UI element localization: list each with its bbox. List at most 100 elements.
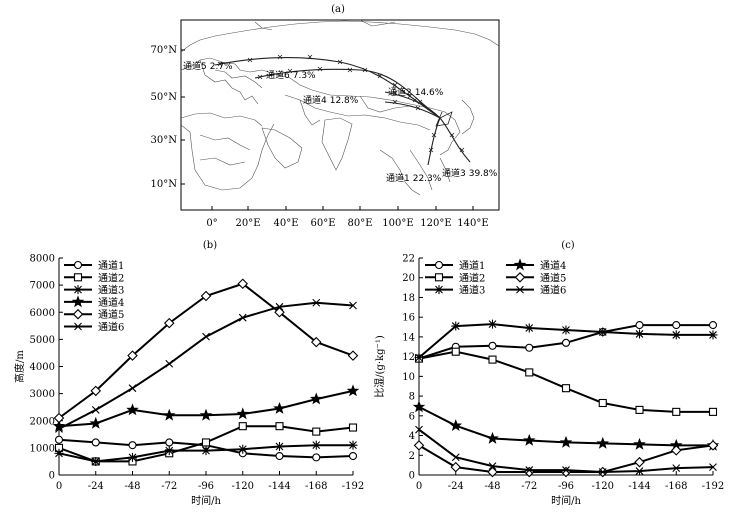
trajectory-marker [407,93,413,99]
data-point-square [672,407,681,416]
legend-item: 通道2 [64,271,124,284]
series-line [58,389,354,428]
series-通道2 [54,422,358,466]
series-通道6 [55,298,357,433]
data-point-square [708,407,718,416]
legend-item: 通道6 [506,284,566,297]
legend-label: 通道6 [540,284,566,297]
data-point-x [165,359,174,368]
data-point-x [672,464,681,472]
data-point-star [346,384,360,397]
legend-label: 通道2 [459,271,485,284]
data-point-circle [312,453,321,462]
data-point-asterisk [54,448,64,458]
series-通道4 [52,384,360,432]
y-tick-label: 10 [402,372,415,383]
map-lat-tick-label: 50°N [151,92,178,103]
trajectory-marker [347,67,353,73]
y-tick-label: 4 [409,431,415,442]
y-tick-label: 20 [402,273,415,284]
x-tick-label: -168 [665,481,687,492]
y-tick-label: 0 [49,471,55,482]
data-point-asterisk [451,321,461,331]
data-point-diamond [274,306,285,318]
legend-item: 通道6 [64,321,124,334]
data-point-circle [348,451,358,461]
trajectory-marker [337,59,343,65]
x-tick-label: -72 [161,481,177,492]
data-point-circle [73,260,83,270]
map-label-channel4: 通道4 12.8% [303,94,359,106]
data-point-x [238,313,247,322]
data-point-star [162,408,176,421]
trajectory-channel2 [384,91,441,119]
y-tick-label: 8000 [30,254,55,265]
y-tick-label: 4000 [30,362,55,373]
trajectory-marker [377,73,383,79]
data-point-square [525,368,534,377]
trajectory-channel6 [254,68,441,119]
data-point-diamond [413,440,425,451]
map-lon-tick-label: 0° [206,218,217,229]
trajectory-marker [428,147,434,153]
legend-item: 通道4 [506,258,566,272]
data-point-x [202,332,210,341]
y-axis-label: 高度/m [13,350,26,383]
x-tick-label: -144 [268,481,290,492]
trajectory-marker [392,82,398,88]
data-point-circle [488,341,497,350]
data-point-square [348,423,358,432]
data-point-diamond [200,290,212,302]
trajectory-marker [417,99,423,105]
x-tick-label: -48 [124,481,140,492]
data-point-square [238,422,247,431]
data-point-x [598,468,607,476]
data-point-asterisk [238,444,248,454]
data-point-diamond [127,350,138,361]
data-point-asterisk [128,452,137,462]
x-tick-label: -168 [305,481,327,492]
legend-label: 通道3 [98,284,124,297]
x-axis-label: 时间/h [191,494,221,507]
data-point-x [128,384,137,393]
legend-item: 通道3 [64,284,124,297]
data-point-star [522,433,536,446]
legend-label: 通道3 [459,284,485,297]
data-point-star [596,436,610,449]
trajectory-channel3 [439,117,471,163]
legend-item: 通道1 [64,259,124,272]
data-point-diamond [487,466,498,478]
data-point-x [91,406,100,414]
x-tick-label: -48 [484,481,500,492]
series-通道6 [415,425,717,476]
x-tick-label: 0 [56,481,62,492]
data-point-star [449,419,463,432]
data-point-asterisk [348,440,358,450]
data-point-star [71,295,85,308]
legend-label: 通道1 [459,259,485,272]
data-point-x [55,424,63,433]
data-point-asterisk [708,330,718,340]
data-point-square [275,422,284,431]
data-point-star [236,407,250,420]
data-point-star [633,437,646,450]
x-tick-label: -192 [702,481,724,492]
data-point-x [525,466,534,474]
data-point-diamond [163,317,175,329]
y-tick-label: 2 [409,451,415,462]
data-point-asterisk [488,319,497,329]
data-point-square [598,398,607,408]
y-tick-label: 7000 [30,281,55,292]
data-point-diamond [310,336,322,348]
map-lon-tick-label: 80°E [347,218,372,229]
data-point-x [415,425,423,434]
map-lat-tick-label: 70°N [151,45,178,56]
data-point-star [199,408,213,421]
trajectory-marker [459,147,465,153]
data-point-diamond [90,385,102,397]
map-lon-tick-label: 40°E [273,218,298,229]
data-point-square [451,347,460,356]
y-tick-label: 0 [409,471,415,482]
data-point-star [309,392,323,405]
trajectory-marker [412,97,418,103]
